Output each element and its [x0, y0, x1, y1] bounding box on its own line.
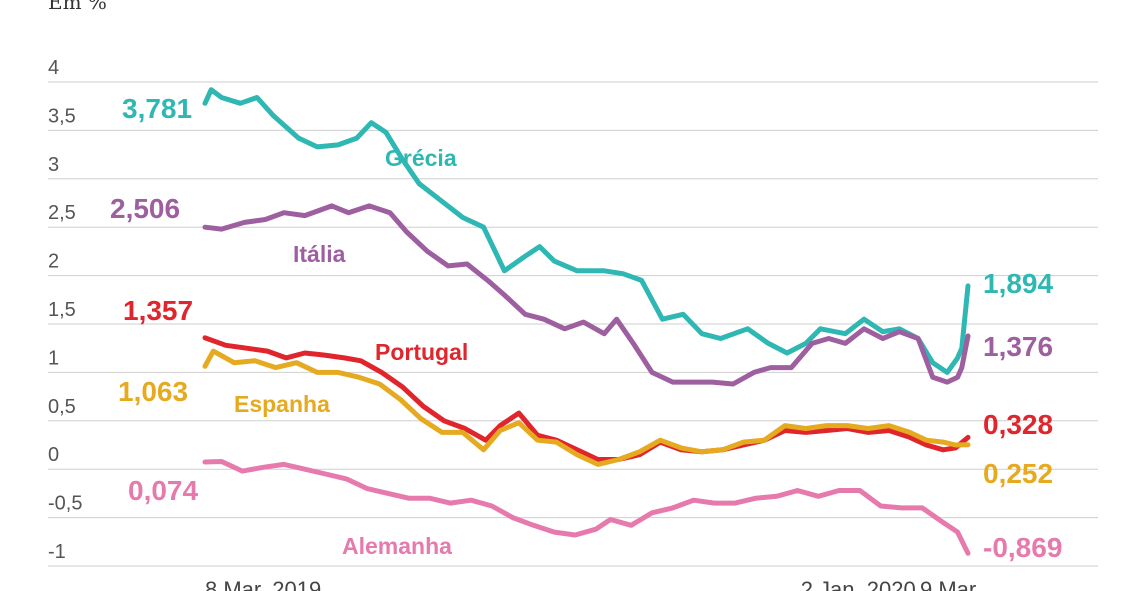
- series-start-value: 2,506: [110, 193, 180, 224]
- series-end-value: 1,894: [983, 268, 1053, 299]
- series-name-label: Portugal: [375, 339, 468, 365]
- grid-lines: [48, 81, 1098, 567]
- series-name-label: Alemanha: [342, 533, 452, 559]
- y-tick-label: -1: [48, 541, 66, 563]
- y-tick-label: -0,5: [48, 493, 82, 515]
- x-tick-label: 2 Jan. 2020: [801, 577, 916, 591]
- y-tick-label: 4: [48, 57, 59, 79]
- y-tick-label: 0: [48, 444, 59, 466]
- y-tick-label: 3: [48, 154, 59, 176]
- series-line-2: [202, 203, 971, 387]
- y-tick-label: 2: [48, 251, 59, 273]
- y-tick-label: 2,5: [48, 202, 76, 224]
- series-name-label: Espanha: [234, 391, 330, 417]
- series-end-value: 1,376: [983, 331, 1053, 362]
- series-end-value: 0,252: [983, 458, 1053, 489]
- y-tick-label: 1,5: [48, 299, 76, 321]
- series-lines: [202, 87, 971, 556]
- series-start-value: 1,063: [118, 376, 188, 407]
- unit-label: Em %: [48, 0, 107, 14]
- series-start-value: 3,781: [122, 93, 192, 124]
- x-axis-ticks: 8 Mar. 2019 2 Jan. 2020 9 Mar.: [205, 577, 981, 591]
- series-end-value: -0,869: [983, 532, 1062, 563]
- x-tick-label: 9 Mar.: [920, 577, 981, 591]
- y-axis-ticks: 4 3,5 3 2,5 2 1,5 1 0,5 0 -0,5 -1: [48, 57, 82, 563]
- series-line-5: [202, 459, 971, 556]
- series-end-value: 0,328: [983, 409, 1053, 440]
- series-name-label: Itália: [293, 241, 346, 267]
- series-line-1: [202, 87, 971, 375]
- series-labels: Grécia 3,781 1,894 Itália 2,506 1,376 Portugal…: [110, 93, 1062, 563]
- series-line-4: [202, 348, 971, 467]
- x-tick-label: 8 Mar. 2019: [205, 577, 321, 591]
- y-tick-label: 1: [48, 347, 59, 369]
- series-name-label: Grécia: [385, 145, 457, 171]
- series-start-value: 1,357: [123, 295, 193, 326]
- y-tick-label: 3,5: [48, 105, 76, 127]
- y-tick-label: 0,5: [48, 396, 76, 418]
- series-start-value: 0,074: [128, 475, 198, 506]
- series-line-3: [202, 335, 971, 462]
